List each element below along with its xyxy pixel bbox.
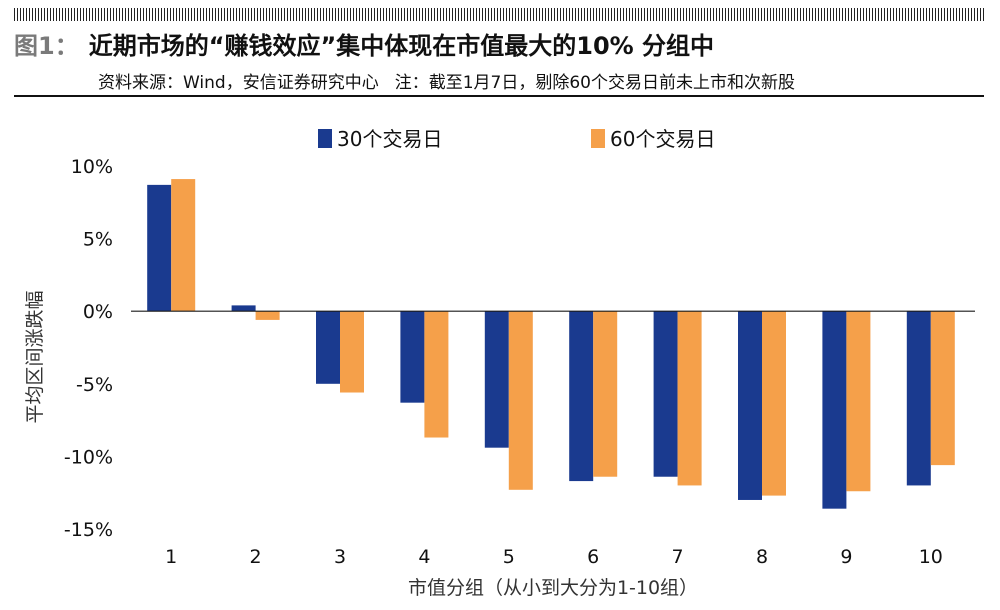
x-tick-label: 7 [672,546,684,568]
x-tick-label: 2 [250,546,262,568]
y-tick-label: 10% [71,156,113,178]
bar-60-day [930,311,955,466]
figure-title: 图1： 近期市场的“赚钱效应”集中体现在市值最大的10% 分组中 [14,26,714,61]
source-text: 资料来源：Wind，安信证券研究中心 [98,73,379,93]
x-tick-label: 5 [503,546,515,568]
bar-30-day [484,311,509,448]
chart-legend: 30个交易日 60个交易日 [318,127,715,151]
bar-30-day [231,305,256,312]
bar-60-day [762,311,786,496]
bar-30-day [400,311,425,403]
x-tick-labels: 1 2 3 4 5 6 7 8 9 10 [165,546,943,568]
x-tick-label: 3 [334,546,346,568]
legend-swatch-30 [318,129,332,148]
bar-60-day [340,311,364,393]
x-tick-label: 8 [756,546,768,568]
bar-30-day [316,311,340,384]
bar-30-day [906,311,931,486]
bar-30-day [147,184,172,312]
legend-label-30: 30个交易日 [337,127,442,151]
x-tick-label: 9 [840,546,852,568]
bar-30-day [653,311,678,477]
header-divider [14,95,984,97]
bar-60-day [846,311,871,492]
legend-label-60: 60个交易日 [610,127,715,151]
figure-label: 图1： [14,32,79,60]
legend-swatch-60 [591,129,605,148]
y-tick-label: 0% [83,301,113,323]
x-tick-label: 1 [165,546,177,568]
bar-60-day [508,311,533,490]
y-tick-label: -15% [64,519,113,541]
y-axis-label: 平均区间涨跌幅 [24,290,46,423]
bar-60-day [171,179,196,312]
bars [147,179,955,509]
source-line: 资料来源：Wind，安信证券研究中心 注：截至1月7日，剔除60个交易日前未上市和… [98,68,795,93]
y-tick-label: 5% [83,229,113,251]
y-tick-label: -10% [64,446,113,468]
x-tick-label: 6 [587,546,599,568]
y-tick-labels: 10% 5% 0% -5% -10% -15% [64,156,113,541]
y-tick-label: -5% [76,374,113,396]
bar-30-day [569,311,594,482]
x-tick-label: 4 [418,546,430,568]
header-hatch-band [14,8,984,21]
bar-60-day [677,311,702,486]
figure-title-text: 近期市场的“赚钱效应”集中体现在市值最大的10% 分组中 [88,32,715,60]
x-axis-label: 市值分组（从小到大分为1-10组） [408,577,698,599]
note-text: 注：截至1月7日，剔除60个交易日前未上市和次新股 [394,73,795,93]
bar-60-day [593,311,618,477]
bar-60-day [424,311,449,438]
bar-30-day [822,311,847,509]
x-tick-label: 10 [919,546,943,568]
bar-60-day [255,311,280,320]
bar-30-day [738,311,762,500]
